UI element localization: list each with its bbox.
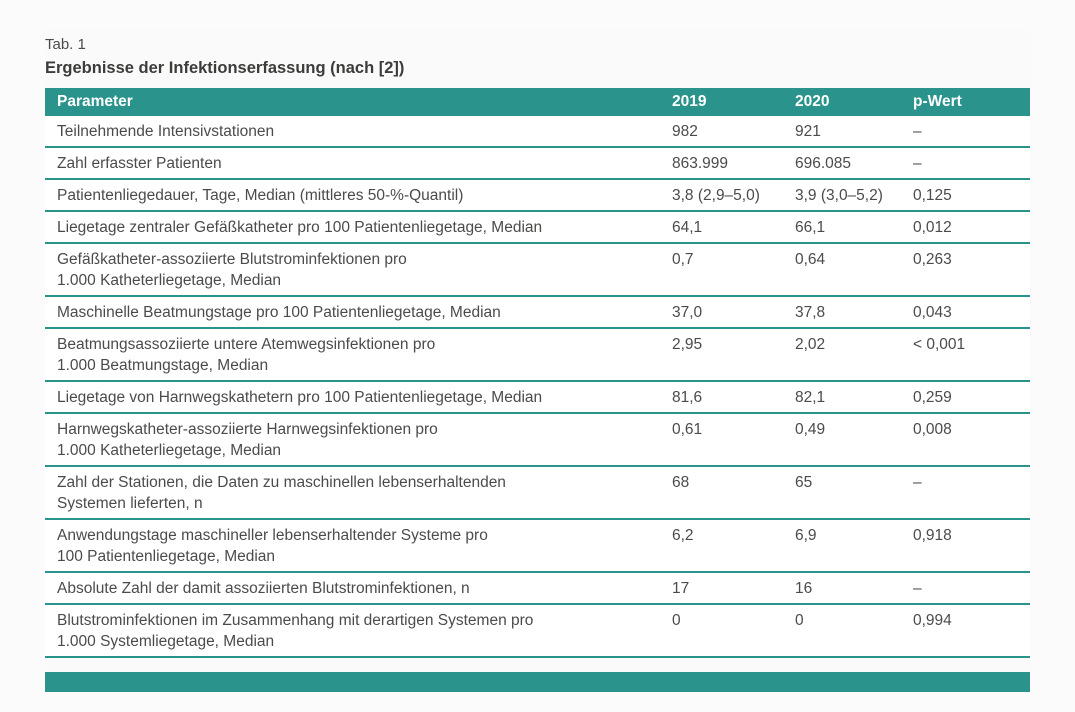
row-value-2020: 37,8 [795, 296, 913, 329]
row-value-2020: 0,64 [795, 243, 913, 297]
row-value-2019: 64,1 [672, 211, 795, 244]
table-row: Teilnehmende Intensivstationen 982 921 – [45, 116, 1030, 148]
row-value-2020: 696.085 [795, 147, 913, 180]
row-parameter: Beatmungsassoziierte untere Atemwegsinfe… [45, 328, 672, 382]
row-value-2020: 66,1 [795, 211, 913, 244]
row-value-2019: 0,61 [672, 413, 795, 467]
table-row: Blutstrominfektionen im Zusammenhang mit… [45, 604, 1030, 658]
row-p-value: – [913, 572, 1030, 605]
row-p-value: 0,259 [913, 381, 1030, 414]
row-parameter: Gefäßkatheter-assoziierte Blutstrominfek… [45, 243, 672, 297]
row-value-2020: 16 [795, 572, 913, 605]
table-title: Ergebnisse der Infektionserfassung (nach… [45, 59, 405, 77]
row-value-2019: 81,6 [672, 381, 795, 414]
row-p-value: – [913, 116, 1030, 148]
row-value-2019: 2,95 [672, 328, 795, 382]
row-p-value: 0,263 [913, 243, 1030, 297]
row-parameter: Maschinelle Beatmungstage pro 100 Patien… [45, 296, 672, 329]
row-p-value: 0,994 [913, 604, 1030, 658]
table-row: Patientenliegedauer, Tage, Median (mittl… [45, 179, 1030, 212]
row-p-value: – [913, 466, 1030, 520]
row-parameter: Liegetage zentraler Gefäßkatheter pro 10… [45, 211, 672, 244]
row-parameter: Patientenliegedauer, Tage, Median (mittl… [45, 179, 672, 212]
table-row: Liegetage von Harnwegskathetern pro 100 … [45, 381, 1030, 414]
row-value-2020: 2,02 [795, 328, 913, 382]
row-p-value: 0,125 [913, 179, 1030, 212]
row-value-2020: 82,1 [795, 381, 913, 414]
table-row: Harnwegskatheter-assoziierte Harnwegsinf… [45, 413, 1030, 467]
row-parameter: Liegetage von Harnwegskathetern pro 100 … [45, 381, 672, 414]
row-p-value: < 0,001 [913, 328, 1030, 382]
results-table: Parameter 2019 2020 p-Wert Teilnehmende … [45, 88, 1030, 658]
row-p-value: 0,008 [913, 413, 1030, 467]
row-parameter: Zahl der Stationen, die Daten zu maschin… [45, 466, 672, 520]
row-value-2019: 3,8 (2,9–5,0) [672, 179, 795, 212]
table-row: Beatmungsassoziierte untere Atemwegsinfe… [45, 328, 1030, 382]
row-value-2019: 0 [672, 604, 795, 658]
row-parameter: Teilnehmende Intensivstationen [45, 116, 672, 148]
table-row: Zahl der Stationen, die Daten zu maschin… [45, 466, 1030, 520]
column-header-p-wert: p-Wert [913, 88, 1030, 116]
row-value-2019: 982 [672, 116, 795, 148]
row-p-value: 0,012 [913, 211, 1030, 244]
table-tag-label: Tab. 1 [45, 36, 86, 53]
table-row: Anwendungstage maschineller lebenserhalt… [45, 519, 1030, 573]
row-parameter: Anwendungstage maschineller lebenserhalt… [45, 519, 672, 573]
row-value-2020: 6,9 [795, 519, 913, 573]
row-p-value: 0,043 [913, 296, 1030, 329]
row-parameter: Harnwegskatheter-assoziierte Harnwegsinf… [45, 413, 672, 467]
row-value-2019: 0,7 [672, 243, 795, 297]
table-row: Zahl erfasster Patienten 863.999 696.085… [45, 147, 1030, 180]
row-parameter: Blutstrominfektionen im Zusammenhang mit… [45, 604, 672, 658]
row-value-2020: 921 [795, 116, 913, 148]
table-row: Liegetage zentraler Gefäßkatheter pro 10… [45, 211, 1030, 244]
table-footer-bar [45, 672, 1030, 692]
row-value-2019: 6,2 [672, 519, 795, 573]
row-p-value: 0,918 [913, 519, 1030, 573]
row-value-2020: 3,9 (3,0–5,2) [795, 179, 913, 212]
row-value-2020: 0 [795, 604, 913, 658]
table-header-row: Parameter 2019 2020 p-Wert [45, 88, 1030, 116]
table-row: Absolute Zahl der damit assoziierten Blu… [45, 572, 1030, 605]
row-value-2019: 863.999 [672, 147, 795, 180]
table-row: Maschinelle Beatmungstage pro 100 Patien… [45, 296, 1030, 329]
column-header-parameter: Parameter [45, 88, 672, 116]
row-value-2019: 37,0 [672, 296, 795, 329]
column-header-2019: 2019 [672, 88, 795, 116]
row-value-2020: 65 [795, 466, 913, 520]
table-row: Gefäßkatheter-assoziierte Blutstrominfek… [45, 243, 1030, 297]
column-header-2020: 2020 [795, 88, 913, 116]
row-value-2019: 68 [672, 466, 795, 520]
row-p-value: – [913, 147, 1030, 180]
row-value-2020: 0,49 [795, 413, 913, 467]
row-parameter: Absolute Zahl der damit assoziierten Blu… [45, 572, 672, 605]
row-value-2019: 17 [672, 572, 795, 605]
row-parameter: Zahl erfasster Patienten [45, 147, 672, 180]
